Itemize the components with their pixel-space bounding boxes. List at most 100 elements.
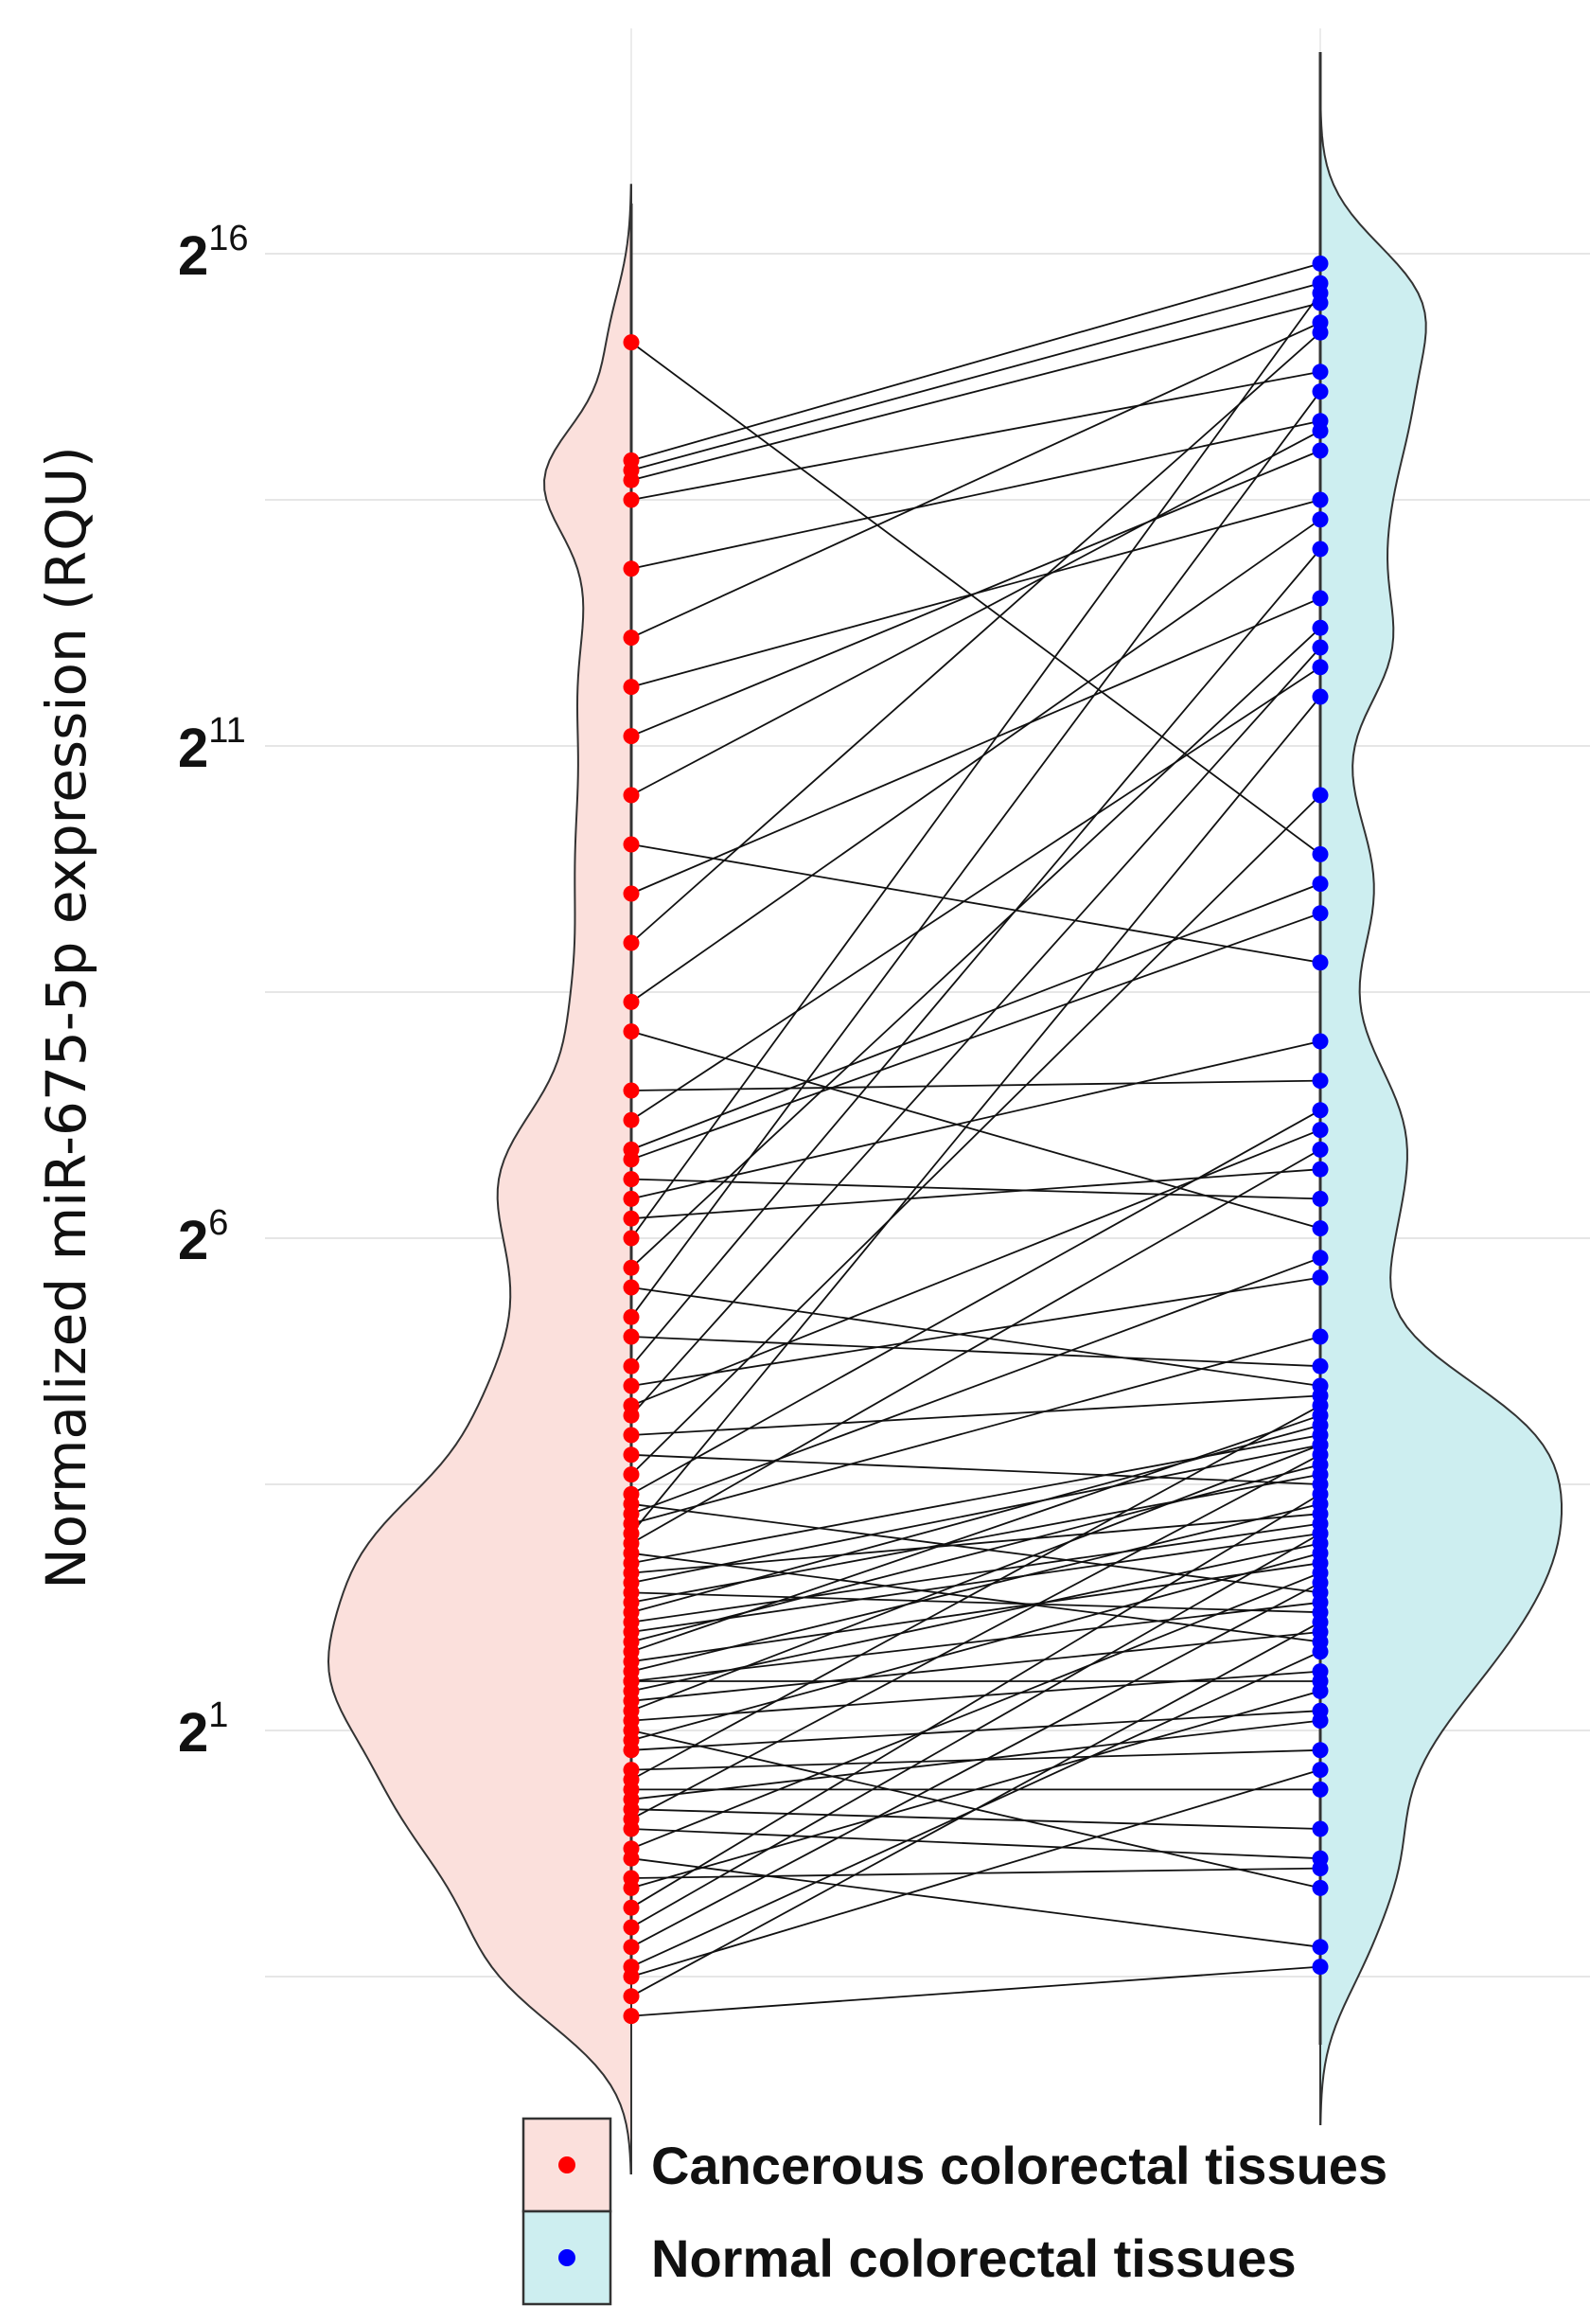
cancer-point (623, 1466, 640, 1483)
pair-line (630, 843, 1321, 964)
normal-point (1312, 787, 1329, 804)
normal-point (1312, 1820, 1329, 1837)
pair-line (630, 1965, 1321, 2017)
pair-line (630, 912, 1321, 1161)
cancer-point (623, 1988, 640, 2005)
pair-line (630, 430, 1321, 796)
cancer-point (623, 1731, 640, 1748)
cancer-point (623, 1840, 640, 1857)
pair-line (630, 548, 1321, 1367)
cancer-point (623, 1259, 640, 1276)
pair-line (630, 341, 1321, 856)
pair-line (630, 1719, 1321, 1801)
cancer-point (623, 2008, 640, 2025)
normal-point (1312, 876, 1329, 893)
normal-point (1312, 1505, 1329, 1522)
normal-point (1312, 1328, 1329, 1345)
pair-line (630, 1424, 1321, 1614)
normal-point (1312, 285, 1329, 302)
y-tick-labels: 21 26 211 216 (178, 219, 249, 1764)
pair-line (630, 1768, 1321, 1978)
pair-lines (630, 262, 1321, 2017)
normal-point (1312, 1446, 1329, 1464)
pair-line (630, 1256, 1321, 1516)
normal-point (1312, 1604, 1329, 1621)
pair-line (630, 1276, 1321, 1387)
pair-line (630, 1552, 1321, 1643)
cancer-point (623, 1446, 640, 1464)
cancer-point (623, 1397, 640, 1414)
pair-line (630, 1562, 1321, 1663)
cancer-point (623, 1791, 640, 1808)
normal-point (1312, 442, 1329, 459)
pair-line (630, 1533, 1321, 1633)
normal-point (1312, 1190, 1329, 1207)
normal-point (1312, 1357, 1329, 1375)
cancer-point (623, 728, 640, 745)
normal-point (1312, 1269, 1329, 1286)
pair-line (630, 1493, 1321, 1908)
pair-line (630, 1601, 1321, 1682)
normal-point (1312, 1762, 1329, 1779)
normal-point (1312, 1860, 1329, 1877)
normal-point (1312, 1122, 1329, 1139)
cancer-point (623, 1516, 640, 1533)
normal-point (1312, 659, 1329, 676)
cancer-point (623, 1210, 640, 1227)
cancer-point (623, 993, 640, 1010)
pair-line (630, 1513, 1321, 1574)
normal-point (1312, 1525, 1329, 1542)
cancer-point (623, 934, 640, 951)
y-axis-label: Normalized miR-675-5p expression (RQU) (34, 446, 98, 1589)
cancer-point (623, 1584, 640, 1601)
pair-line (630, 1336, 1321, 1525)
pair-line (630, 331, 1321, 944)
y-tick-label: 216 (178, 219, 249, 287)
cancer-point (623, 679, 640, 696)
pair-line (630, 1178, 1321, 1200)
pair-line (630, 321, 1321, 639)
pair-line (630, 597, 1321, 895)
normal-point (1312, 364, 1329, 381)
pair-line (630, 1286, 1321, 1387)
normal-point (1312, 845, 1329, 862)
normal-point (1312, 1879, 1329, 1896)
legend-dot (558, 2249, 575, 2266)
pair-line (630, 1079, 1321, 1091)
cancer-point (623, 1811, 640, 1828)
legend-label: Cancerous colorectal tissues (651, 2136, 1387, 2195)
cancer-point (623, 560, 640, 577)
cancer-point (623, 1702, 640, 1719)
pair-line (630, 282, 1321, 471)
pair-line (630, 1857, 1321, 1948)
cancer-point (623, 1623, 640, 1641)
pair-line (630, 1670, 1321, 1722)
normal-point (1312, 1220, 1329, 1237)
pair-line (630, 1128, 1321, 1407)
normal-point (1312, 639, 1329, 656)
cancer-point (623, 1545, 640, 1562)
pair-line (630, 1464, 1321, 1643)
cancer-point (623, 1565, 640, 1582)
cancer-point (623, 1328, 640, 1345)
cancer-point (623, 630, 640, 647)
pair-line (630, 1571, 1321, 1850)
pair-line (630, 1502, 1321, 1673)
cancer-point (623, 1230, 640, 1247)
cancer-point (623, 1496, 640, 1513)
cancer-point (623, 334, 640, 351)
pair-line (630, 302, 1321, 482)
pair-line (630, 1533, 1321, 1928)
cancer-point (623, 1643, 640, 1660)
pair-line (630, 666, 1321, 1121)
cancer-point (623, 1919, 640, 1936)
pair-line (630, 370, 1321, 501)
legend-dot (558, 2156, 575, 2173)
pair-line (630, 293, 1321, 1239)
cancer-point (623, 1673, 640, 1690)
pair-line (630, 1040, 1321, 1200)
normal-point (1312, 255, 1329, 272)
pair-line (630, 419, 1321, 570)
pair-line (630, 391, 1321, 1318)
normal-point (1312, 1633, 1329, 1650)
